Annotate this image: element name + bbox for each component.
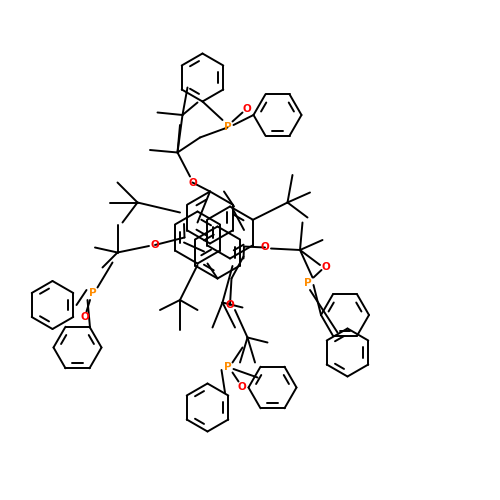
Text: O: O xyxy=(242,104,251,114)
Text: P: P xyxy=(224,362,232,372)
Text: O: O xyxy=(80,312,90,322)
Text: P: P xyxy=(304,278,312,287)
Text: O: O xyxy=(188,178,197,188)
Text: O: O xyxy=(321,262,330,272)
Text: P: P xyxy=(88,288,96,298)
Text: O: O xyxy=(150,240,160,250)
Text: O: O xyxy=(237,382,246,392)
Text: P: P xyxy=(224,122,232,132)
Text: O: O xyxy=(260,242,270,252)
Text: O: O xyxy=(226,300,234,310)
